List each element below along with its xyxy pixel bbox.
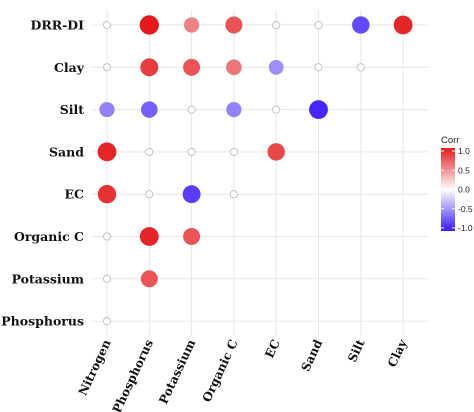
y-tick-label: Silt bbox=[60, 102, 85, 117]
corr-point-sand-organic-c bbox=[229, 147, 238, 156]
x-tick-label: EC bbox=[262, 337, 283, 360]
corr-point-silt-ec bbox=[272, 105, 281, 114]
x-tick-label: Nitrogen bbox=[76, 337, 114, 398]
corr-point-phosphorus-nitrogen bbox=[102, 317, 112, 326]
x-tick-label: Clay bbox=[385, 336, 410, 369]
corr-point-ec-nitrogen bbox=[97, 184, 117, 204]
x-tick-label: Sand bbox=[298, 337, 325, 374]
corr-point-drr-di-potassium bbox=[183, 17, 200, 33]
legend-ticks: 1.0 0.5 0.0 -0.5 -1.0 bbox=[441, 146, 473, 233]
corr-point-sand-potassium bbox=[187, 147, 196, 156]
color-legend: Corr 1.0 0.5 0.0 -0.5 -1.0 bbox=[441, 135, 473, 233]
x-tick-label: Phosphorus bbox=[110, 337, 156, 412]
corr-point-organic-c-potassium bbox=[182, 227, 201, 246]
corr-point-organic-c-nitrogen bbox=[102, 232, 112, 241]
legend-tick-label: 0.5 bbox=[458, 165, 470, 175]
corr-point-clay-ec bbox=[268, 59, 284, 75]
corr-point-silt-nitrogen bbox=[99, 101, 115, 118]
corr-point-silt-potassium bbox=[187, 105, 196, 114]
corr-point-organic-c-phosphorus bbox=[139, 226, 159, 247]
grid-lines bbox=[92, 10, 428, 335]
corr-point-clay-phosphorus bbox=[140, 58, 159, 77]
y-tick-label: Phosphorus bbox=[1, 314, 84, 329]
corr-point-drr-di-organic-c bbox=[225, 16, 243, 34]
corr-point-clay-organic-c bbox=[225, 59, 242, 76]
corr-point-ec-potassium bbox=[182, 184, 201, 204]
legend-title: Corr bbox=[441, 135, 459, 146]
corr-point-potassium-phosphorus bbox=[140, 270, 159, 288]
corr-point-drr-di-clay bbox=[393, 15, 413, 35]
y-tick-label: Sand bbox=[49, 144, 84, 159]
legend-tick-label: -1.0 bbox=[458, 223, 473, 233]
corr-point-clay-sand bbox=[314, 63, 323, 72]
y-tick-label: Clay bbox=[54, 60, 85, 75]
y-tick-label: DRR-DI bbox=[31, 18, 85, 33]
corr-point-drr-di-phosphorus bbox=[139, 15, 160, 35]
legend-tick-label: 0.0 bbox=[458, 185, 470, 195]
y-tick-label: Potassium bbox=[12, 271, 84, 286]
correlation-points bbox=[97, 15, 413, 326]
legend-colorbar bbox=[441, 148, 455, 231]
corr-point-clay-nitrogen bbox=[102, 63, 112, 72]
corr-point-potassium-nitrogen bbox=[102, 274, 112, 283]
x-tick-label: Potassium bbox=[156, 337, 198, 406]
corr-point-drr-di-silt bbox=[351, 16, 370, 34]
legend-tick-label: 1.0 bbox=[458, 146, 470, 156]
y-tick-label: Organic C bbox=[14, 229, 84, 244]
corr-point-clay-silt bbox=[356, 63, 365, 72]
corr-point-clay-potassium bbox=[182, 58, 201, 77]
y-tick-label: EC bbox=[65, 187, 85, 202]
x-tick-label: Silt bbox=[345, 337, 368, 364]
corr-point-drr-di-ec bbox=[272, 20, 281, 30]
y-axis-labels: DRR-DI Clay Silt Sand EC Organic C Potassium Ph… bbox=[1, 18, 84, 329]
corr-point-silt-sand bbox=[308, 99, 329, 120]
corr-point-silt-organic-c bbox=[226, 101, 242, 118]
corr-point-sand-ec bbox=[267, 142, 286, 161]
corr-point-silt-phosphorus bbox=[140, 101, 158, 119]
legend-tick-label: -0.5 bbox=[458, 204, 473, 214]
corr-point-sand-nitrogen bbox=[97, 142, 117, 162]
corr-point-ec-phosphorus bbox=[145, 190, 154, 199]
corr-point-sand-phosphorus bbox=[145, 147, 154, 156]
corr-point-drr-di-sand bbox=[314, 20, 323, 30]
x-tick-label: Organic C bbox=[200, 337, 241, 404]
corr-point-drr-di-nitrogen bbox=[102, 20, 112, 30]
corr-point-ec-organic-c bbox=[229, 190, 238, 199]
